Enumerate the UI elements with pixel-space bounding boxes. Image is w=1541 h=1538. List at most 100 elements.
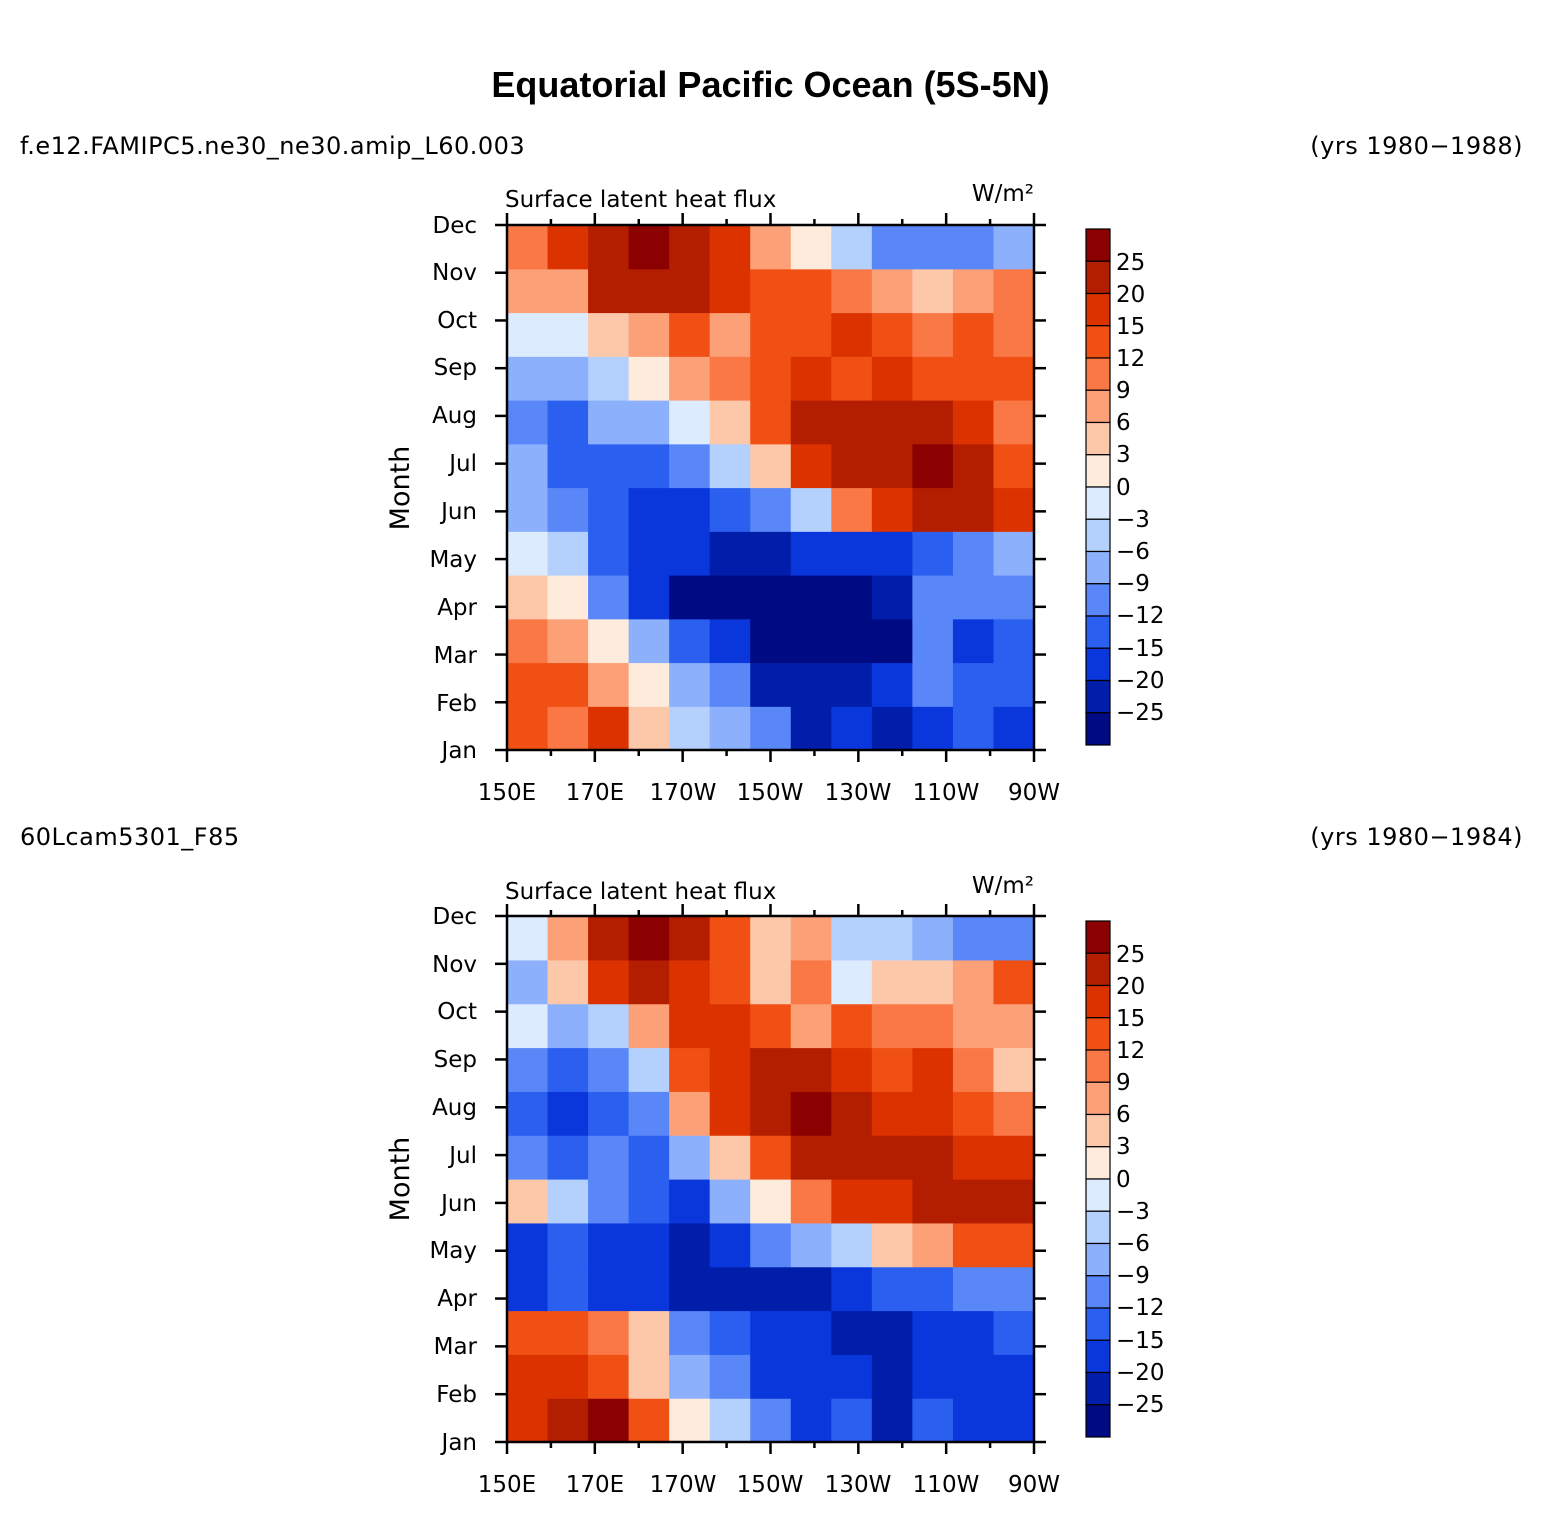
heatmap-cell [993,225,1035,270]
panel-1-heatmap [507,225,1035,751]
heatmap-cell [952,312,995,357]
heatmap-cell [993,1310,1035,1355]
heatmap-cell [628,268,670,314]
heatmap-cell [871,356,913,401]
heatmap-cell [831,443,873,489]
heatmap-cell [709,356,751,401]
colorbar-label: 6 [1116,410,1131,436]
colorbar-box [1085,1242,1111,1277]
y-tick-label: May [429,1238,477,1264]
heatmap-cell [588,1310,630,1355]
panel-2: Surface latent heat flux W/m² Month Jan … [385,873,1165,1498]
heatmap-cell [871,1266,913,1312]
heatmap-cell [588,1179,630,1224]
heatmap-cell [709,575,751,620]
heatmap-cell [912,1398,954,1443]
heatmap-cell [588,959,630,1005]
heatmap-cell [507,312,549,357]
heatmap-cell [912,312,954,357]
heatmap-cell [750,400,792,445]
heatmap-cell [669,1135,711,1180]
colorbar-box [1085,1307,1111,1341]
heatmap-cell [912,1179,954,1224]
heatmap-cell [507,706,549,751]
y-tick-label: Jul [447,451,477,477]
y-tick-label: Jun [439,499,477,525]
heatmap-cell [952,531,995,576]
heatmap-cell [750,1003,792,1049]
panel-2-colorbar [1085,920,1111,1438]
heatmap-cell [750,959,792,1005]
heatmap-cell [831,1354,873,1399]
heatmap-cell [709,225,751,270]
heatmap-cell [952,916,995,961]
heatmap-cell [993,662,1035,707]
colorbar-label: 9 [1116,1070,1131,1096]
heatmap-cell [912,268,954,314]
heatmap-cell [547,268,589,314]
heatmap-cell [993,706,1035,751]
heatmap-cell [952,1266,995,1312]
heatmap-cell [912,1091,954,1136]
heatmap-cell [628,1047,670,1092]
heatmap-cell [871,706,913,751]
heatmap-cell [993,443,1035,489]
heatmap-cell [507,1047,549,1092]
heatmap-cell [628,575,670,620]
heatmap-cell [912,575,954,620]
heatmap-cell [993,1003,1035,1049]
heatmap-cell [507,959,549,1005]
y-tick-label: Feb [436,691,477,717]
heatmap-cell [669,1091,711,1136]
heatmap-cell [790,400,832,445]
heatmap-cell [790,1398,832,1443]
colorbar-label: 12 [1116,346,1145,372]
heatmap-cell [507,1003,549,1049]
heatmap-cell [750,487,792,532]
heatmap-cell [547,487,589,532]
heatmap-cell [628,1135,670,1180]
heatmap-cell [790,531,832,576]
heatmap-cell [750,312,792,357]
colorbar-label: 25 [1116,250,1145,276]
heatmap-cell [507,575,549,620]
colorbar-box [1085,421,1111,456]
heatmap-cell [871,487,913,532]
y-tick-label: Oct [437,999,477,1025]
heatmap-cell [669,575,711,620]
heatmap-cell [709,1091,751,1136]
heatmap-cell [993,312,1035,357]
x-tick-label: 110W [913,1472,980,1498]
x-tick-label: 170W [650,780,717,806]
colorbar-label: −25 [1116,1392,1165,1418]
x-tick-label: 170E [566,780,624,806]
heatmap-cell [912,1354,954,1399]
panel-2-y-tick-labels: Jan Feb Mar Apr May Jun Jul Aug Sep Oct … [429,904,477,1456]
heatmap-cell [831,618,873,664]
heatmap-cell [790,1003,832,1049]
y-tick-label: Sep [434,1047,477,1073]
heatmap-cell [547,531,589,576]
heatmap-cell [669,706,711,751]
colorbar-label: −12 [1116,1295,1165,1321]
x-tick-label: 90W [1008,780,1060,806]
colorbar-label: 6 [1116,1102,1131,1128]
heatmap-cell [912,531,954,576]
heatmap-cell [547,575,589,620]
heatmap-cell [790,487,832,532]
heatmap-cell [588,916,630,961]
colorbar-box [1085,984,1111,1019]
heatmap-cell [952,662,995,707]
heatmap-cell [669,959,711,1005]
heatmap-cell [669,531,711,576]
heatmap-cell [547,1222,589,1268]
colorbar-box [1085,1339,1111,1374]
heatmap-cell [912,443,954,489]
heatmap-cell [507,356,549,401]
heatmap-cell [709,1135,751,1180]
heatmap-cell [628,916,670,961]
x-tick-label: 130W [825,780,892,806]
colorbar-box [1085,1081,1111,1116]
heatmap-cell [669,662,711,707]
heatmap-cell [790,1179,832,1224]
